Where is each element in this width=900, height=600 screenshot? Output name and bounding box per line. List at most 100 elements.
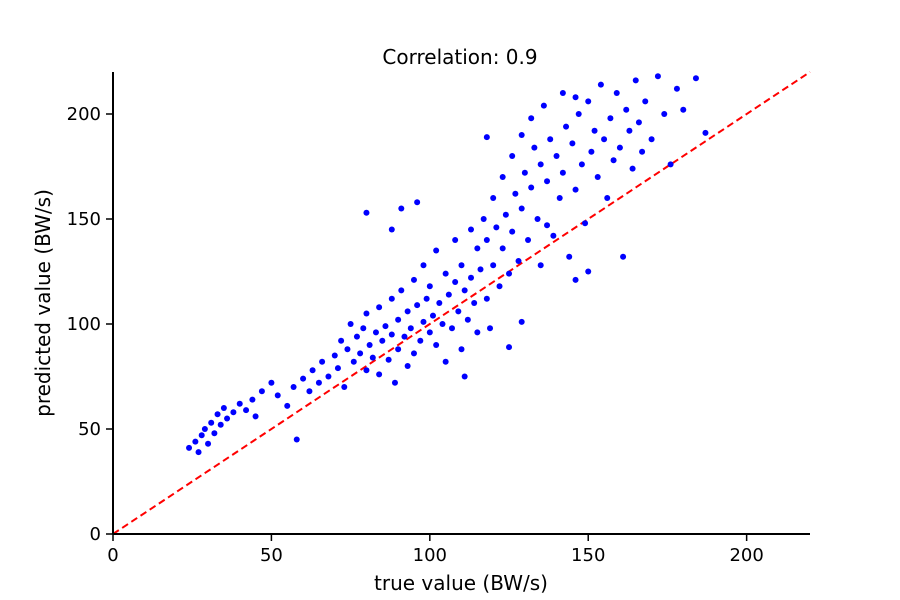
data-point (258, 388, 265, 395)
data-point (452, 279, 459, 285)
data-point (236, 400, 243, 407)
data-point (601, 136, 608, 143)
data-point (195, 449, 202, 456)
data-point (506, 270, 513, 277)
data-point (673, 85, 680, 92)
data-point (521, 169, 528, 176)
data-point (382, 323, 389, 330)
data-point (410, 276, 417, 283)
data-point (569, 140, 576, 147)
data-point (635, 119, 642, 126)
data-point (243, 407, 250, 414)
data-point (395, 346, 402, 353)
y-tick-label: 100 (67, 314, 101, 335)
x-tick-label: 200 (729, 545, 763, 566)
data-point (344, 346, 351, 353)
data-point (518, 205, 525, 212)
data-point (547, 136, 554, 143)
data-point (442, 270, 449, 277)
data-point (525, 237, 532, 243)
data-point (534, 216, 541, 222)
data-point (566, 253, 573, 260)
data-point (626, 127, 633, 134)
data-point (578, 161, 585, 168)
data-point (461, 373, 468, 380)
data-point (398, 287, 405, 294)
data-point (661, 111, 668, 117)
data-point (252, 413, 259, 420)
data-point (186, 444, 193, 451)
data-point (559, 169, 566, 176)
data-point (572, 94, 579, 101)
data-point (461, 287, 468, 294)
data-point (436, 300, 443, 306)
chart-title: Correlation: 0.9 (382, 45, 537, 69)
data-point (404, 308, 411, 315)
data-point (388, 295, 395, 302)
x-tick-label: 100 (413, 545, 447, 566)
data-point (480, 216, 487, 222)
data-point (509, 228, 516, 235)
data-point (468, 226, 475, 233)
data-point (585, 268, 592, 275)
data-point (284, 402, 291, 409)
data-point (433, 247, 440, 254)
data-point (388, 331, 395, 338)
data-point (211, 430, 218, 437)
data-point (376, 371, 383, 378)
data-point (442, 358, 449, 365)
y-tick-label: 150 (67, 209, 101, 230)
data-point (341, 384, 348, 390)
data-point (423, 295, 430, 302)
data-point (452, 237, 459, 243)
data-point (585, 98, 592, 105)
data-point (398, 205, 405, 212)
data-point (509, 153, 516, 159)
data-point (319, 358, 326, 365)
data-point (426, 329, 433, 336)
data-point (249, 396, 256, 403)
data-point (372, 329, 379, 336)
data-point (487, 325, 494, 332)
data-point (499, 245, 506, 252)
data-point (417, 337, 424, 344)
data-point (518, 132, 525, 138)
data-point (429, 312, 436, 319)
x-axis-label: true value (BW/s) (374, 571, 548, 595)
data-point (388, 226, 395, 233)
data-point (369, 354, 376, 361)
data-point (268, 379, 275, 386)
data-point (309, 367, 316, 374)
data-points (186, 73, 709, 456)
data-point (357, 350, 364, 357)
data-point (559, 90, 566, 96)
data-point (544, 222, 551, 229)
data-point (293, 436, 300, 443)
data-point (572, 276, 579, 283)
data-point (528, 184, 535, 191)
data-point (496, 283, 503, 290)
data-point (205, 440, 212, 447)
data-point (474, 245, 481, 252)
data-point (499, 174, 506, 180)
y-axis-label: predicted value (BW/s) (31, 189, 55, 417)
data-point (544, 178, 551, 185)
data-point (477, 266, 484, 273)
data-point (613, 90, 620, 96)
data-point (540, 102, 547, 109)
data-point (597, 81, 604, 88)
data-point (639, 148, 646, 155)
data-point (582, 220, 589, 227)
data-point (217, 421, 224, 428)
data-point (414, 302, 421, 309)
data-point (455, 308, 462, 315)
data-point (230, 409, 237, 416)
data-point (550, 232, 557, 239)
data-point (623, 106, 630, 113)
data-point (594, 174, 601, 180)
reference-line (112, 71, 811, 535)
data-point (445, 291, 452, 298)
data-point (556, 195, 563, 201)
data-point (220, 405, 227, 411)
data-point (420, 318, 427, 325)
